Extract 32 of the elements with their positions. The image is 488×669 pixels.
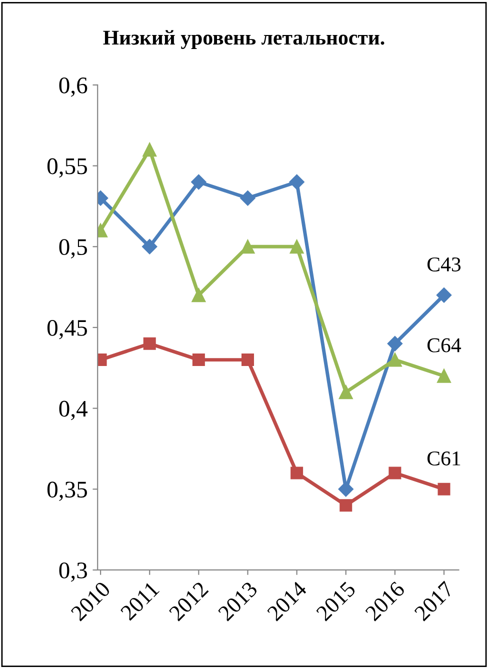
point xyxy=(338,385,353,400)
point xyxy=(436,288,452,303)
series-label: C43 xyxy=(427,257,461,272)
series-label: C64 xyxy=(427,338,462,352)
y-tick-label: 0,4 xyxy=(59,400,88,420)
chart-title: Низкий уровень летальности. xyxy=(103,30,384,49)
point xyxy=(388,466,402,480)
y-tick-label: 0,3 xyxy=(59,562,87,582)
series-label: C61 xyxy=(427,451,460,466)
point xyxy=(388,352,402,367)
y-tick-label: 0,5 xyxy=(59,239,87,258)
point xyxy=(290,466,304,480)
point xyxy=(289,174,304,190)
point xyxy=(338,482,354,497)
point xyxy=(438,482,450,496)
point xyxy=(240,240,255,254)
point xyxy=(142,239,158,254)
y-tick-label: 0,55 xyxy=(47,158,87,178)
point xyxy=(290,240,304,254)
point xyxy=(192,288,206,302)
y-tick-label: 0,35 xyxy=(47,482,87,501)
point xyxy=(387,336,403,352)
y-tick-label: 0,45 xyxy=(47,320,87,340)
point xyxy=(191,174,206,190)
point xyxy=(143,337,156,350)
point xyxy=(340,499,352,512)
point xyxy=(437,369,451,383)
point xyxy=(240,190,256,206)
y-tick-label: 0,6 xyxy=(59,77,88,97)
point xyxy=(241,354,254,366)
point xyxy=(192,354,205,366)
point xyxy=(142,142,157,157)
